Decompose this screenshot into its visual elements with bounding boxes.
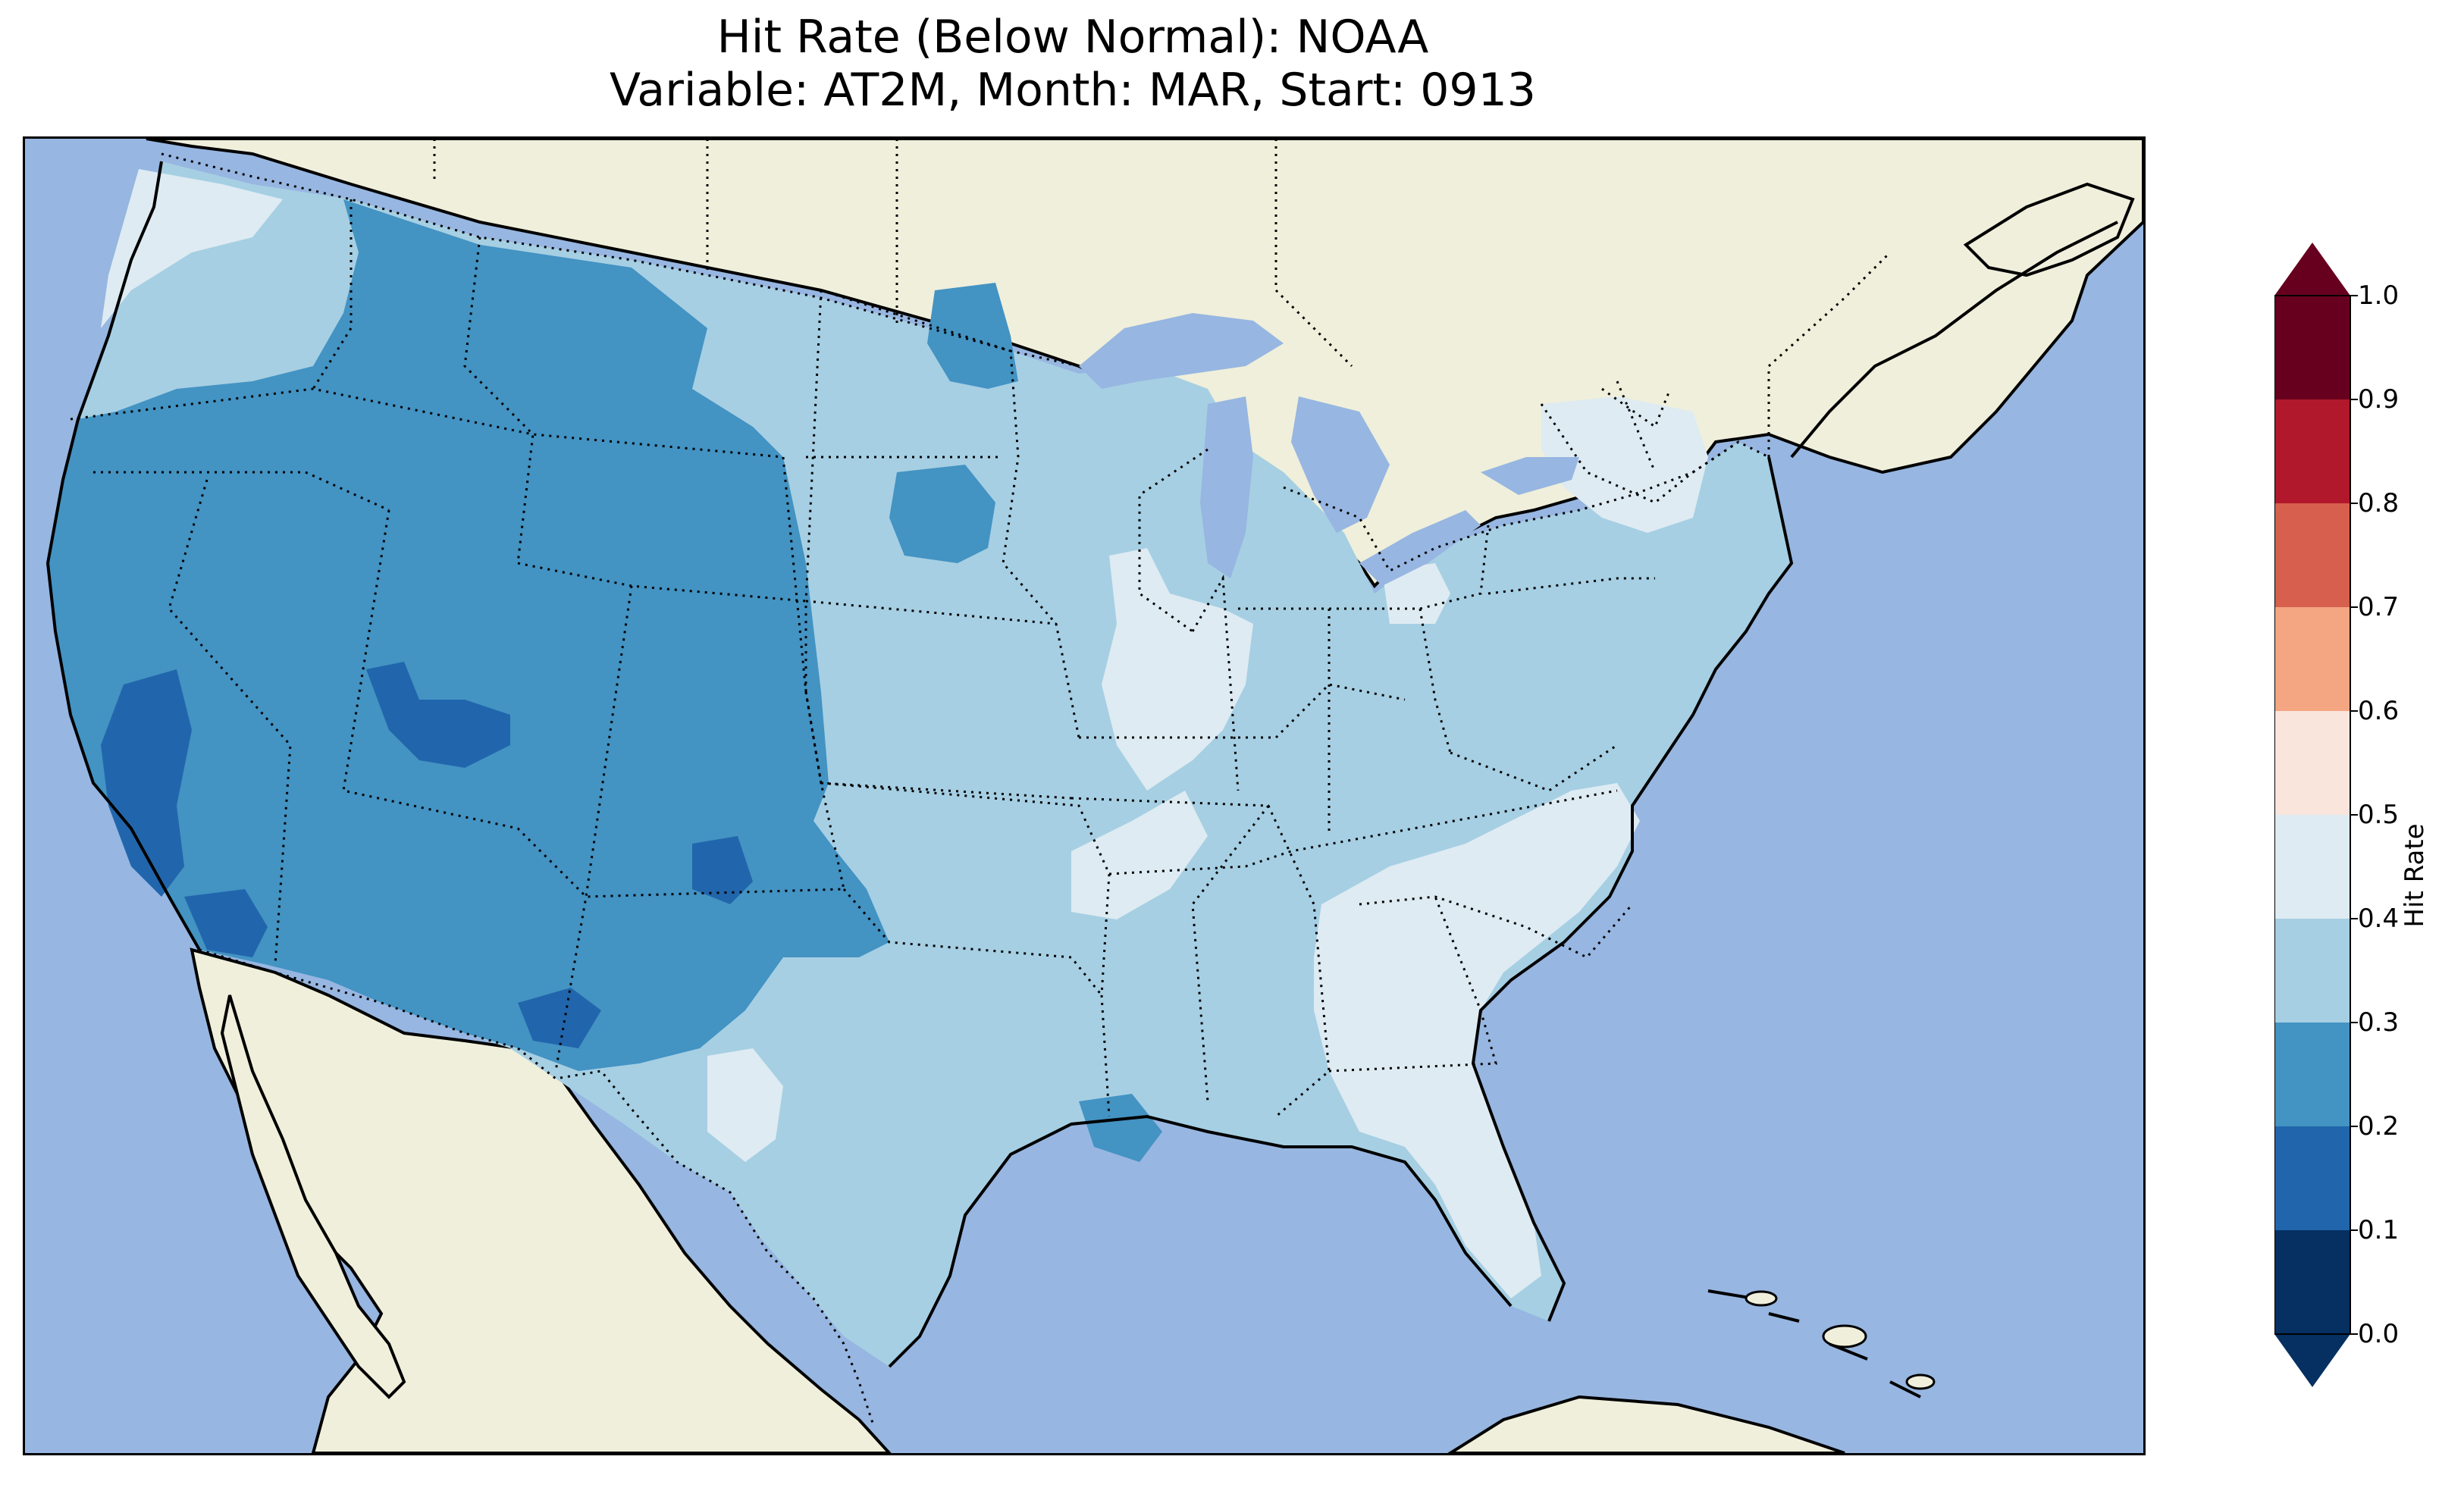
colorbar-bin-0 [2274,1230,2350,1334]
map-panel[interactable] [23,136,2146,1455]
colorbar-tick-label: 0.0 [2358,1319,2400,1349]
coastlines [45,161,2118,1398]
colorbar-bin-5 [2274,711,2350,815]
cuba-land [1447,1395,1845,1453]
mid-south-light-patch [1071,791,1208,919]
colorbar-tick-label: 0.7 [2358,592,2400,622]
new-mexico-low-patch [692,836,753,904]
south-dakota-patch [889,465,995,563]
hit-rate-colorbar [2274,243,2358,1387]
bahamas-islands [1745,1290,1936,1390]
colorbar-tick-label: 0.3 [2358,1007,2400,1038]
pacific-northwest-light-patch [101,169,283,328]
southeast-light-patch [1314,783,1640,1298]
colorbar-tick-label: 0.5 [2358,800,2400,830]
international-borders [161,139,1892,1428]
western-hit-rate-region [48,199,889,1071]
colorbar-tick-label: 0.2 [2358,1111,2400,1142]
mississippi-valley-light-patch [1102,548,1253,791]
colorbar-extend-under [2274,1334,2350,1387]
california-low-patch [101,669,192,897]
louisiana-patch [1079,1094,1162,1162]
colorbar-tick-label: 0.1 [2358,1215,2400,1245]
colorbar-bin-8 [2274,399,2350,503]
colorbar-bin-3 [2274,919,2350,1023]
colorbar-bin-4 [2274,815,2350,919]
colorbar-tick-label: 1.0 [2358,280,2400,311]
colorbar-bin-9 [2274,296,2350,399]
lake-huron [1291,396,1390,533]
colorbar-bin-2 [2274,1023,2350,1126]
south-texas-light-patch [707,1048,783,1162]
southern-california-low-patch [184,889,268,957]
map-title: Hit Rate (Below Normal): NOAA Variable: … [0,11,2146,117]
state-borders [70,199,1739,1118]
colorbar-label: Hit Rate [2400,823,2430,928]
baja-california-land [220,994,406,1399]
colorbar-bin-1 [2274,1126,2350,1230]
lake-ontario [1481,457,1579,495]
map-canvas[interactable] [25,139,2143,1453]
colorbar-bin-6 [2274,607,2350,711]
lake-superior [1079,313,1284,389]
utah-low-patch [366,662,510,768]
northeast-light-patch [1541,396,1708,533]
lake-michigan [1200,396,1253,578]
title-line-2: Variable: AT2M, Month: MAR, Start: 0913 [610,64,1536,117]
nova-scotia-land [1963,182,2135,277]
colorbar-extend-over [2274,243,2350,296]
title-line-1: Hit Rate (Below Normal): NOAA [716,11,1429,64]
colorbar-tick-label: 0.4 [2358,904,2400,934]
colorbar-bin-7 [2274,503,2350,607]
colorbar-tick-label: 0.6 [2358,696,2400,726]
border-low-patch [518,988,601,1048]
colorbar-tick-label: 0.9 [2358,384,2400,415]
colorbar-tick-label: 0.8 [2358,488,2400,518]
north-dakota-patch [927,283,1018,389]
lake-erie [1359,510,1481,586]
